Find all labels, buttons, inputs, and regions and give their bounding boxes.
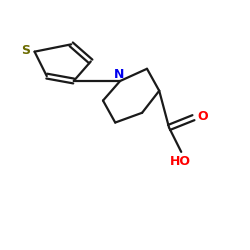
Text: O: O: [198, 110, 208, 123]
Text: S: S: [22, 44, 30, 57]
Text: HO: HO: [170, 155, 190, 168]
Text: N: N: [114, 68, 124, 82]
